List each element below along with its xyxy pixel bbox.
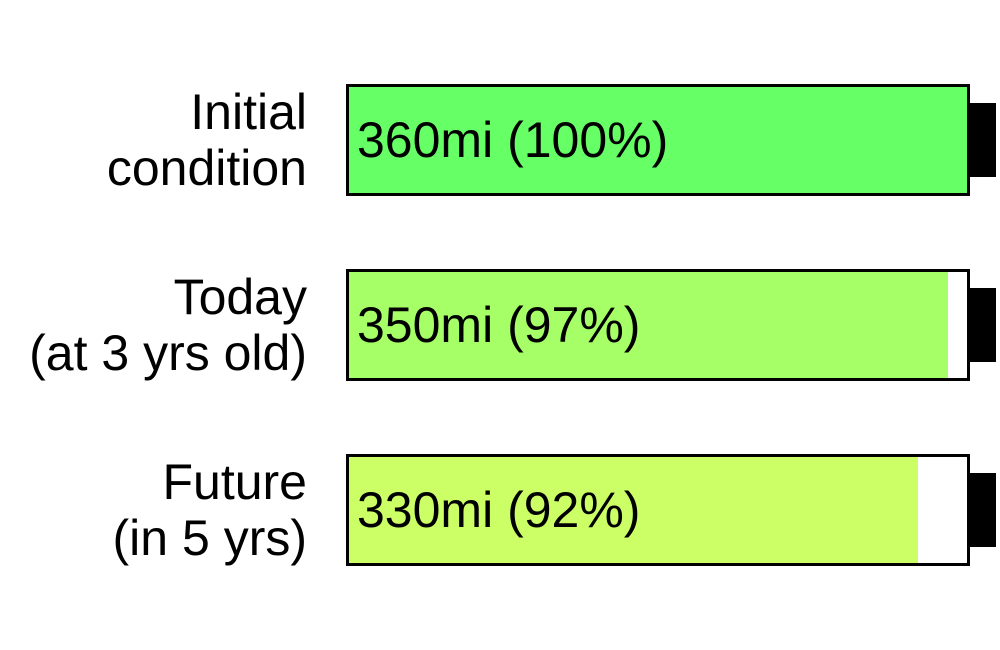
- battery-terminal: [970, 288, 996, 362]
- category-label-line: Today: [173, 269, 307, 325]
- category-label-line: condition: [106, 140, 307, 196]
- battery-fill: [349, 87, 967, 193]
- data-label: 350mi (97%): [357, 297, 641, 353]
- battery-fill: [349, 457, 918, 563]
- category-label-line: Future: [162, 454, 307, 510]
- chart-row-today: Today (at 3 yrs old) 350mi (97%): [0, 269, 1000, 381]
- category-label: Today (at 3 yrs old): [29, 269, 307, 381]
- data-label: 330mi (92%): [357, 482, 641, 538]
- category-label: Initial condition: [107, 84, 307, 196]
- category-label-line: (at 3 yrs old): [29, 325, 307, 381]
- battery-fill: [349, 272, 949, 378]
- category-label-line: Initial: [190, 84, 307, 140]
- battery-bar: 350mi (97%): [346, 269, 970, 381]
- data-label: 360mi (100%): [357, 112, 669, 168]
- battery-bar: 360mi (100%): [346, 84, 970, 196]
- chart-row-initial: Initial condition 360mi (100%): [0, 84, 1000, 196]
- battery-terminal: [970, 473, 996, 547]
- category-label: Future (in 5 yrs): [113, 454, 307, 566]
- battery-terminal: [970, 103, 996, 177]
- battery-bar: 330mi (92%): [346, 454, 970, 566]
- chart-row-future: Future (in 5 yrs) 330mi (92%): [0, 454, 1000, 566]
- category-label-line: (in 5 yrs): [112, 510, 307, 566]
